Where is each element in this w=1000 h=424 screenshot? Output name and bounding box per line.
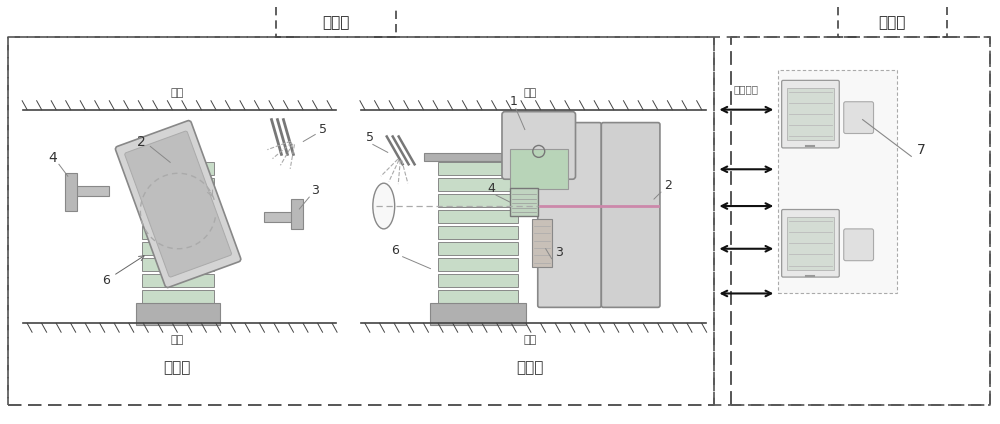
FancyBboxPatch shape — [142, 162, 214, 176]
FancyBboxPatch shape — [787, 88, 834, 140]
FancyBboxPatch shape — [787, 217, 834, 270]
Text: 6: 6 — [391, 244, 399, 257]
Text: 4: 4 — [48, 151, 57, 165]
FancyBboxPatch shape — [502, 112, 576, 179]
FancyBboxPatch shape — [65, 173, 77, 211]
FancyBboxPatch shape — [125, 131, 231, 277]
FancyBboxPatch shape — [510, 188, 538, 216]
FancyBboxPatch shape — [510, 149, 568, 189]
Text: 治疗室: 治疗室 — [322, 15, 350, 30]
FancyBboxPatch shape — [142, 242, 214, 255]
FancyBboxPatch shape — [844, 102, 874, 134]
Text: 4: 4 — [487, 182, 495, 195]
FancyBboxPatch shape — [438, 178, 518, 191]
Text: 正视图: 正视图 — [163, 360, 191, 376]
FancyBboxPatch shape — [438, 194, 518, 207]
FancyBboxPatch shape — [142, 226, 214, 240]
FancyBboxPatch shape — [438, 226, 518, 240]
Text: 2: 2 — [664, 179, 672, 192]
FancyBboxPatch shape — [291, 199, 303, 229]
FancyBboxPatch shape — [438, 274, 518, 287]
FancyBboxPatch shape — [142, 258, 214, 271]
FancyBboxPatch shape — [142, 274, 214, 287]
Text: 屋顶: 屋顶 — [523, 88, 536, 98]
FancyBboxPatch shape — [438, 290, 518, 304]
Ellipse shape — [373, 183, 395, 229]
FancyBboxPatch shape — [115, 120, 241, 287]
Text: 5: 5 — [366, 131, 374, 145]
Text: 7: 7 — [917, 143, 926, 157]
FancyBboxPatch shape — [538, 123, 601, 307]
FancyBboxPatch shape — [430, 304, 526, 325]
Text: 地面: 地面 — [171, 335, 184, 345]
FancyBboxPatch shape — [142, 290, 214, 304]
Text: 控制室: 控制室 — [879, 15, 906, 30]
FancyBboxPatch shape — [782, 209, 839, 277]
Text: 2: 2 — [137, 135, 146, 149]
Text: 地面: 地面 — [523, 335, 536, 345]
Text: 3: 3 — [555, 246, 563, 259]
Text: 数据传输: 数据传输 — [734, 84, 759, 94]
FancyBboxPatch shape — [142, 210, 214, 223]
FancyBboxPatch shape — [136, 304, 220, 325]
Text: 6: 6 — [103, 256, 144, 287]
FancyBboxPatch shape — [424, 153, 533, 162]
Text: 1: 1 — [510, 95, 518, 108]
FancyBboxPatch shape — [438, 242, 518, 255]
FancyBboxPatch shape — [264, 212, 298, 222]
FancyBboxPatch shape — [532, 219, 552, 267]
FancyBboxPatch shape — [142, 194, 214, 207]
Text: 侧视图: 侧视图 — [516, 360, 543, 376]
FancyBboxPatch shape — [844, 229, 874, 261]
FancyBboxPatch shape — [71, 186, 109, 196]
FancyBboxPatch shape — [782, 81, 839, 148]
FancyBboxPatch shape — [142, 178, 214, 191]
FancyBboxPatch shape — [438, 210, 518, 223]
FancyBboxPatch shape — [778, 70, 897, 293]
Text: 5: 5 — [319, 123, 327, 136]
Text: 3: 3 — [311, 184, 319, 197]
FancyBboxPatch shape — [438, 258, 518, 271]
Text: 屋顶: 屋顶 — [171, 88, 184, 98]
FancyBboxPatch shape — [601, 123, 660, 307]
FancyBboxPatch shape — [438, 162, 518, 176]
